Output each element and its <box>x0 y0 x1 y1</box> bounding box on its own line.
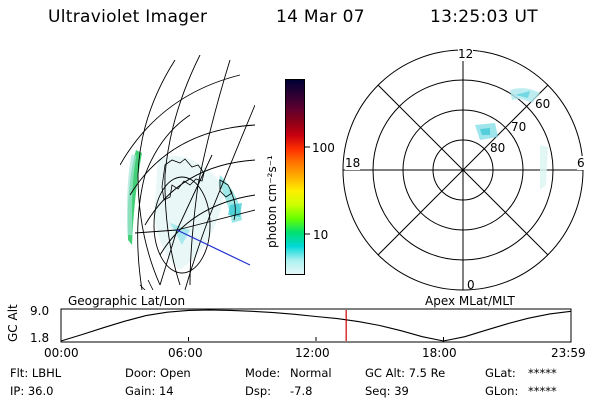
colorbar <box>285 79 305 275</box>
gain-field: Gain: 14 <box>125 384 174 398</box>
mlt-label-6: 6 <box>577 156 585 170</box>
altitude-xtick-1800: 18:00 <box>422 346 457 360</box>
colorbar-unit-label: photon cm⁻²s⁻¹ <box>265 155 279 248</box>
mlat-label-70: 70 <box>511 120 527 134</box>
altitude-ylabel: GC Alt <box>6 304 20 342</box>
altitude-ytick-low: 1.8 <box>30 331 50 345</box>
gc-alt-field: GC Alt: 7.5 Re <box>365 366 446 380</box>
altitude-xtick-2359: 23:59 <box>551 346 586 360</box>
mlt-label-0: 0 <box>467 278 475 292</box>
altitude-xtick-1200: 12:00 <box>295 346 330 360</box>
mlat-label-60: 60 <box>535 97 551 111</box>
colorbar-tick-10: 10 <box>313 228 329 242</box>
mode-value: Normal <box>290 366 332 380</box>
altitude-ytick-high: 9.0 <box>30 304 50 318</box>
geographic-map-panel <box>120 55 255 290</box>
altitude-plot-frame <box>60 308 572 343</box>
glon-value: ***** <box>528 384 557 398</box>
ip-field: IP: 36.0 <box>10 384 54 398</box>
mlt-label-12: 12 <box>458 47 474 61</box>
altitude-curve <box>60 309 572 342</box>
seq-field: Seq: 39 <box>365 384 409 398</box>
colorbar-tick-100: 100 <box>312 141 335 155</box>
dsp-value: -7.8 <box>290 384 313 398</box>
mlat-mlt-polar-plot <box>342 49 584 291</box>
altitude-xtick-0000: 00:00 <box>44 346 79 360</box>
colorbar-gradient <box>285 79 305 275</box>
altitude-xtick-0600: 06:00 <box>168 346 203 360</box>
dsp-label: Dsp: <box>245 384 272 398</box>
date-label: 14 Mar 07 <box>276 7 365 27</box>
geographic-panel-label: Geographic Lat/Lon <box>68 294 186 308</box>
mode-label: Mode: <box>245 366 281 380</box>
mlat-label-80: 80 <box>490 141 506 155</box>
altitude-orbit-plot <box>60 308 572 343</box>
mlt-label-18: 18 <box>345 156 361 170</box>
glon-label: GLon: <box>485 384 519 398</box>
apex-panel-label: Apex MLat/MLT <box>425 294 515 308</box>
glat-value: ***** <box>528 366 557 380</box>
door-field: Door: Open <box>125 366 191 380</box>
glat-label: GLat: <box>485 366 516 380</box>
time-label: 13:25:03 UT <box>430 7 538 27</box>
instrument-title: Ultraviolet Imager <box>48 7 208 27</box>
colorbar-axis <box>305 146 310 235</box>
flt-field: Flt: LBHL <box>10 366 62 380</box>
